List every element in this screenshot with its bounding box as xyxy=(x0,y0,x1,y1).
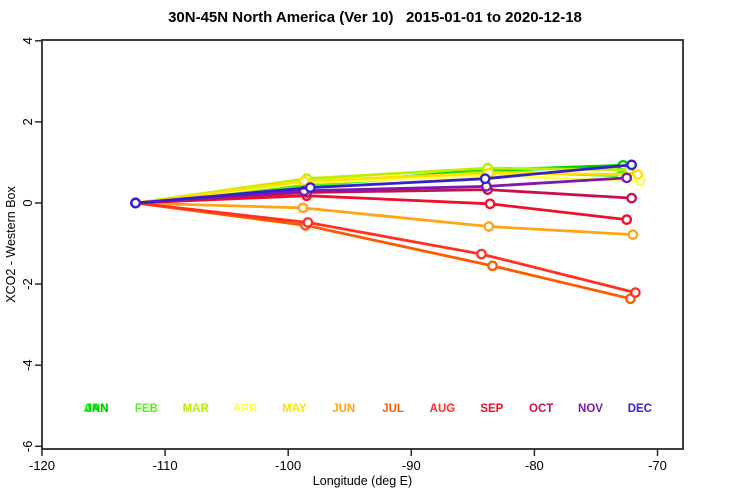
series-line-JUN xyxy=(134,201,635,237)
y-tick-label: -4 xyxy=(20,359,35,371)
series-marker-JUL xyxy=(487,260,498,272)
plot-border xyxy=(41,39,684,450)
series-marker-AUG xyxy=(476,248,487,260)
y-tick-label: 0 xyxy=(20,199,35,206)
series-marker-NOV xyxy=(621,172,633,184)
series-line-SEP xyxy=(134,194,629,222)
legend-label-JAN: JAN xyxy=(85,403,108,415)
legend-label-MAR: MAR xyxy=(183,403,210,415)
x-tick-label: -110 xyxy=(153,458,178,473)
y-tick-label: -6 xyxy=(20,441,35,453)
legend-label-APR: APR xyxy=(233,403,258,415)
legend-label-ANN: ANN xyxy=(84,403,109,415)
legend-label-JUN: JUN xyxy=(332,403,355,415)
series-marker-OCT xyxy=(626,192,637,204)
y-tick-label: 4 xyxy=(20,37,35,44)
series-marker-AUG xyxy=(302,217,314,228)
series-marker-DEC xyxy=(130,197,141,209)
series-marker-DEC xyxy=(479,173,491,185)
series-marker-MAY xyxy=(298,175,310,187)
series-marker-DEC xyxy=(626,159,637,171)
y-tick-label: -2 xyxy=(20,278,35,290)
series-line-JUL xyxy=(134,201,632,301)
x-tick-label: -80 xyxy=(525,458,544,473)
legend-label-DEC: DEC xyxy=(628,403,652,415)
x-tick-label: -70 xyxy=(648,458,667,473)
x-tick-label: -100 xyxy=(275,458,301,473)
series-marker-JUN xyxy=(483,221,495,232)
legend-label-JUL: JUL xyxy=(382,403,404,415)
chart-title: 30N-45N North America (Ver 10) 2015-01-0… xyxy=(168,9,582,26)
series-marker-JUN xyxy=(627,229,639,240)
x-tick-label: -120 xyxy=(29,458,55,473)
series-marker-AUG xyxy=(629,287,641,298)
series-line-AUG xyxy=(134,201,637,295)
legend-label-NOV: NOV xyxy=(578,403,603,415)
y-tick-label: 2 xyxy=(20,118,35,125)
legend-label-OCT: OCT xyxy=(529,403,553,415)
x-tick-label: -90 xyxy=(402,458,421,473)
series-line-DEC xyxy=(134,163,634,205)
y-axis-label: XCO2 - Western Box xyxy=(4,186,18,303)
legend-label-FEB: FEB xyxy=(135,403,158,415)
series-line-MAY xyxy=(134,171,640,205)
series-marker-MAY xyxy=(632,169,644,180)
series-marker-JUN xyxy=(297,202,309,214)
x-axis-label: Longitude (deg E) xyxy=(313,474,412,488)
legend-label-MAY: MAY xyxy=(282,403,307,415)
series-marker-DEC xyxy=(305,182,316,193)
legend-label-SEP: SEP xyxy=(480,403,503,415)
legend-label-AUG: AUG xyxy=(430,403,456,415)
series-marker-SEP xyxy=(621,214,633,225)
series-marker-SEP xyxy=(484,198,496,210)
